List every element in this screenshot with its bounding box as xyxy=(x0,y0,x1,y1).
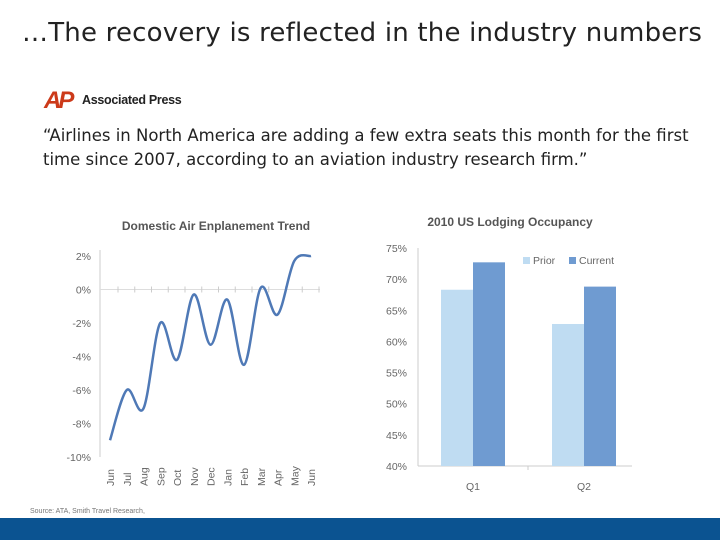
y-tick-label: 2% xyxy=(76,251,91,263)
y-tick-label: -2% xyxy=(72,318,91,330)
quote-text: “Airlines in North America are adding a … xyxy=(43,126,689,169)
slide-title: …The recovery is reflected in the indust… xyxy=(22,18,703,48)
x-tick-label: Jan xyxy=(222,469,234,486)
x-tick-label: Jun xyxy=(105,469,117,486)
x-tick-label: Aug xyxy=(139,467,151,486)
source-note: Source: ATA, Smith Travel Research, xyxy=(30,508,145,515)
x-tick-label: Nov xyxy=(189,467,201,486)
legend-swatch-current xyxy=(569,257,576,264)
bar-prior-q1 xyxy=(441,289,473,466)
ap-logo-text: Associated Press xyxy=(82,93,182,107)
y-tick-label: 45% xyxy=(386,430,407,442)
y-tick-label: 55% xyxy=(386,368,407,380)
line-chart-title: Domestic Air Enplanement Trend xyxy=(122,219,310,233)
x-tick-label: Feb xyxy=(239,468,251,486)
y-tick-label: 40% xyxy=(386,461,407,473)
x-tick-label: Apr xyxy=(273,469,285,486)
bar-current-q1 xyxy=(473,262,505,466)
y-tick-label: -6% xyxy=(72,385,91,397)
ap-logo-mark: AP xyxy=(44,87,74,114)
x-tick-label: Mar xyxy=(256,467,268,486)
y-tick-label: -10% xyxy=(66,452,91,464)
x-tick-label: Jun xyxy=(306,469,318,486)
x-tick-label: Q1 xyxy=(466,481,480,493)
legend-label-prior: Prior xyxy=(533,255,556,267)
x-tick-label: Dec xyxy=(206,467,218,486)
y-tick-label: 75% xyxy=(386,243,407,255)
x-tick-label: May xyxy=(289,465,301,486)
y-tick-label: 70% xyxy=(386,274,407,286)
enplanement-series-line xyxy=(108,253,312,441)
legend-label-current: Current xyxy=(579,255,614,267)
x-tick-label: Q2 xyxy=(577,481,591,493)
bar-current-q2 xyxy=(584,286,616,466)
x-tick-label: Sep xyxy=(155,467,167,486)
y-tick-label: -8% xyxy=(72,419,91,431)
y-tick-label: 50% xyxy=(386,399,407,411)
bar-prior-q2 xyxy=(552,323,584,466)
x-tick-label: Jul xyxy=(122,473,134,486)
y-tick-label: -4% xyxy=(72,352,91,364)
legend-swatch-prior xyxy=(523,257,530,264)
y-tick-label: 65% xyxy=(386,305,407,317)
footer-bar xyxy=(0,518,720,540)
associated-press-logo: AP Associated Press xyxy=(44,87,194,114)
y-tick-label: 60% xyxy=(386,336,407,348)
y-tick-label: 0% xyxy=(76,285,91,297)
bar-chart-title: 2010 US Lodging Occupancy xyxy=(427,215,593,229)
x-tick-label: Oct xyxy=(172,470,184,486)
